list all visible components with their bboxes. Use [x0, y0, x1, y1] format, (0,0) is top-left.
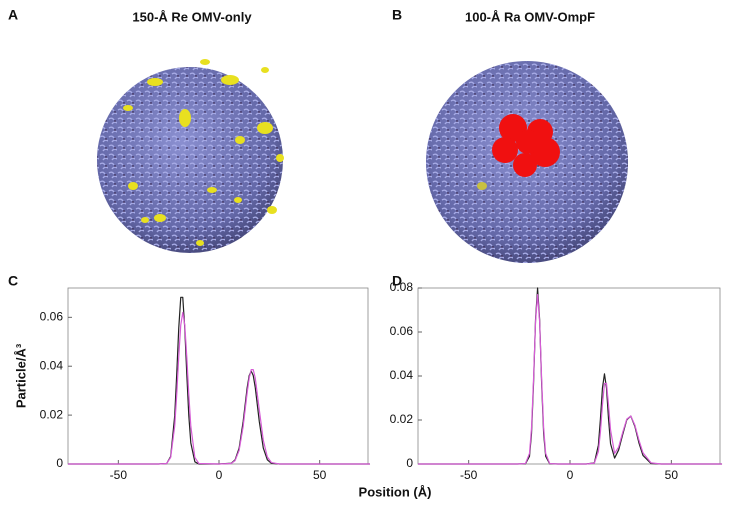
x-tick-label: 0 — [216, 468, 223, 482]
data-line — [68, 296, 371, 465]
vesicle-render — [97, 59, 284, 253]
panel-title: 100-Å Ra OMV-OmpF — [465, 9, 595, 24]
x-tick-label: 50 — [665, 468, 679, 482]
y-tick-label: 0 — [406, 456, 413, 470]
x-tick-label: 50 — [313, 468, 327, 482]
y-tick-label: 0.06 — [40, 310, 64, 324]
y-tick-label: 0.08 — [390, 280, 414, 294]
panel-title: 150-Å Re OMV-only — [132, 9, 252, 24]
plot-frame — [417, 287, 721, 465]
x-axis-label: Position (Å) — [359, 484, 432, 499]
panel-label: B — [392, 7, 402, 23]
panel-label: C — [8, 273, 18, 289]
y-axis-label: Particle/Å³ — [13, 343, 28, 408]
x-tick-label: -50 — [460, 468, 478, 482]
data-line — [68, 311, 371, 465]
x-tick-label: -50 — [110, 468, 128, 482]
data-line — [418, 287, 723, 465]
vesicle-render — [426, 61, 628, 263]
panel-label: D — [392, 273, 402, 289]
data-line — [418, 294, 723, 465]
panel-label: A — [8, 7, 18, 23]
y-tick-label: 0.06 — [390, 324, 414, 338]
y-tick-label: 0.02 — [390, 412, 414, 426]
y-tick-label: 0.02 — [40, 407, 64, 421]
y-tick-label: 0 — [56, 456, 63, 470]
plot-frame — [67, 287, 369, 465]
x-tick-label: 0 — [567, 468, 574, 482]
y-tick-label: 0.04 — [40, 358, 64, 372]
y-tick-label: 0.04 — [390, 368, 414, 382]
